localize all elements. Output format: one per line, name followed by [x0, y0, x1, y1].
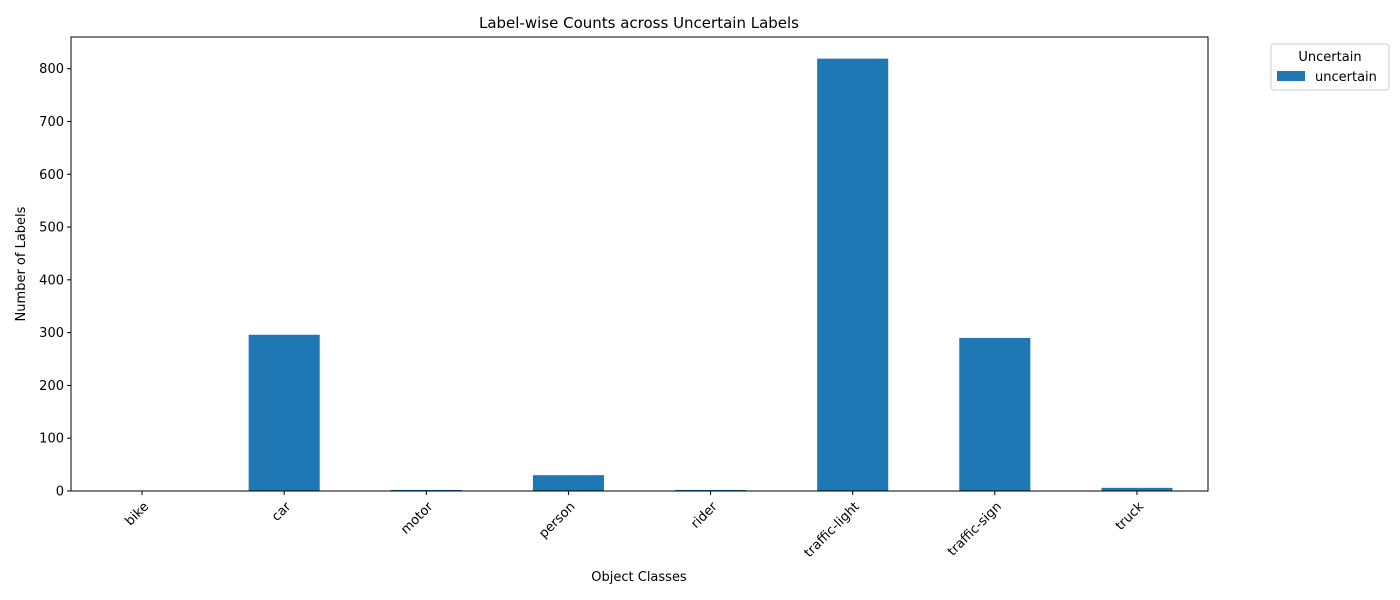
- x-tick-label-truck: truck: [1113, 499, 1148, 534]
- y-tick-label: 500: [39, 221, 64, 236]
- bar-car: [248, 334, 320, 491]
- y-tick-label: 700: [39, 115, 64, 130]
- x-tick-label-car: car: [269, 499, 295, 525]
- chart-title: Label-wise Counts across Uncertain Label…: [479, 14, 799, 32]
- x-tick-label-motor: motor: [398, 499, 437, 538]
- x-tick-label-rider: rider: [688, 499, 721, 532]
- bar-truck: [1101, 487, 1173, 491]
- x-tick-label-traffic-sign: traffic-sign: [945, 499, 1005, 559]
- y-tick-label: 100: [39, 432, 64, 447]
- y-tick-label: 400: [39, 273, 64, 288]
- legend-title: Uncertain: [1298, 50, 1361, 65]
- x-tick-label-traffic-light: traffic-light: [801, 499, 862, 560]
- bar-traffic-sign: [959, 337, 1031, 491]
- bar-motor: [390, 489, 462, 491]
- y-axis-label: Number of Labels: [14, 206, 29, 321]
- y-tick-label: 600: [39, 168, 64, 183]
- legend-label-uncertain: uncertain: [1315, 70, 1377, 85]
- y-tick-label: 300: [39, 326, 64, 341]
- y-tick-label: 200: [39, 379, 64, 394]
- legend: Uncertain uncertain: [1270, 43, 1390, 91]
- y-tick-label: 0: [56, 485, 64, 500]
- x-tick-label-bike: bike: [122, 499, 152, 529]
- bar-person: [532, 475, 604, 491]
- x-axis-label: Object Classes: [591, 570, 687, 585]
- axes-frame: [70, 36, 1209, 492]
- x-tick-label-person: person: [536, 499, 578, 541]
- bar-traffic-light: [817, 58, 889, 491]
- bar-rider: [675, 489, 747, 491]
- plot-area: 0 100 200 300 400 500 600 700 800 bike car motor per…: [39, 36, 1209, 561]
- legend-swatch-uncertain: [1277, 71, 1305, 81]
- y-tick-label: 800: [39, 62, 64, 77]
